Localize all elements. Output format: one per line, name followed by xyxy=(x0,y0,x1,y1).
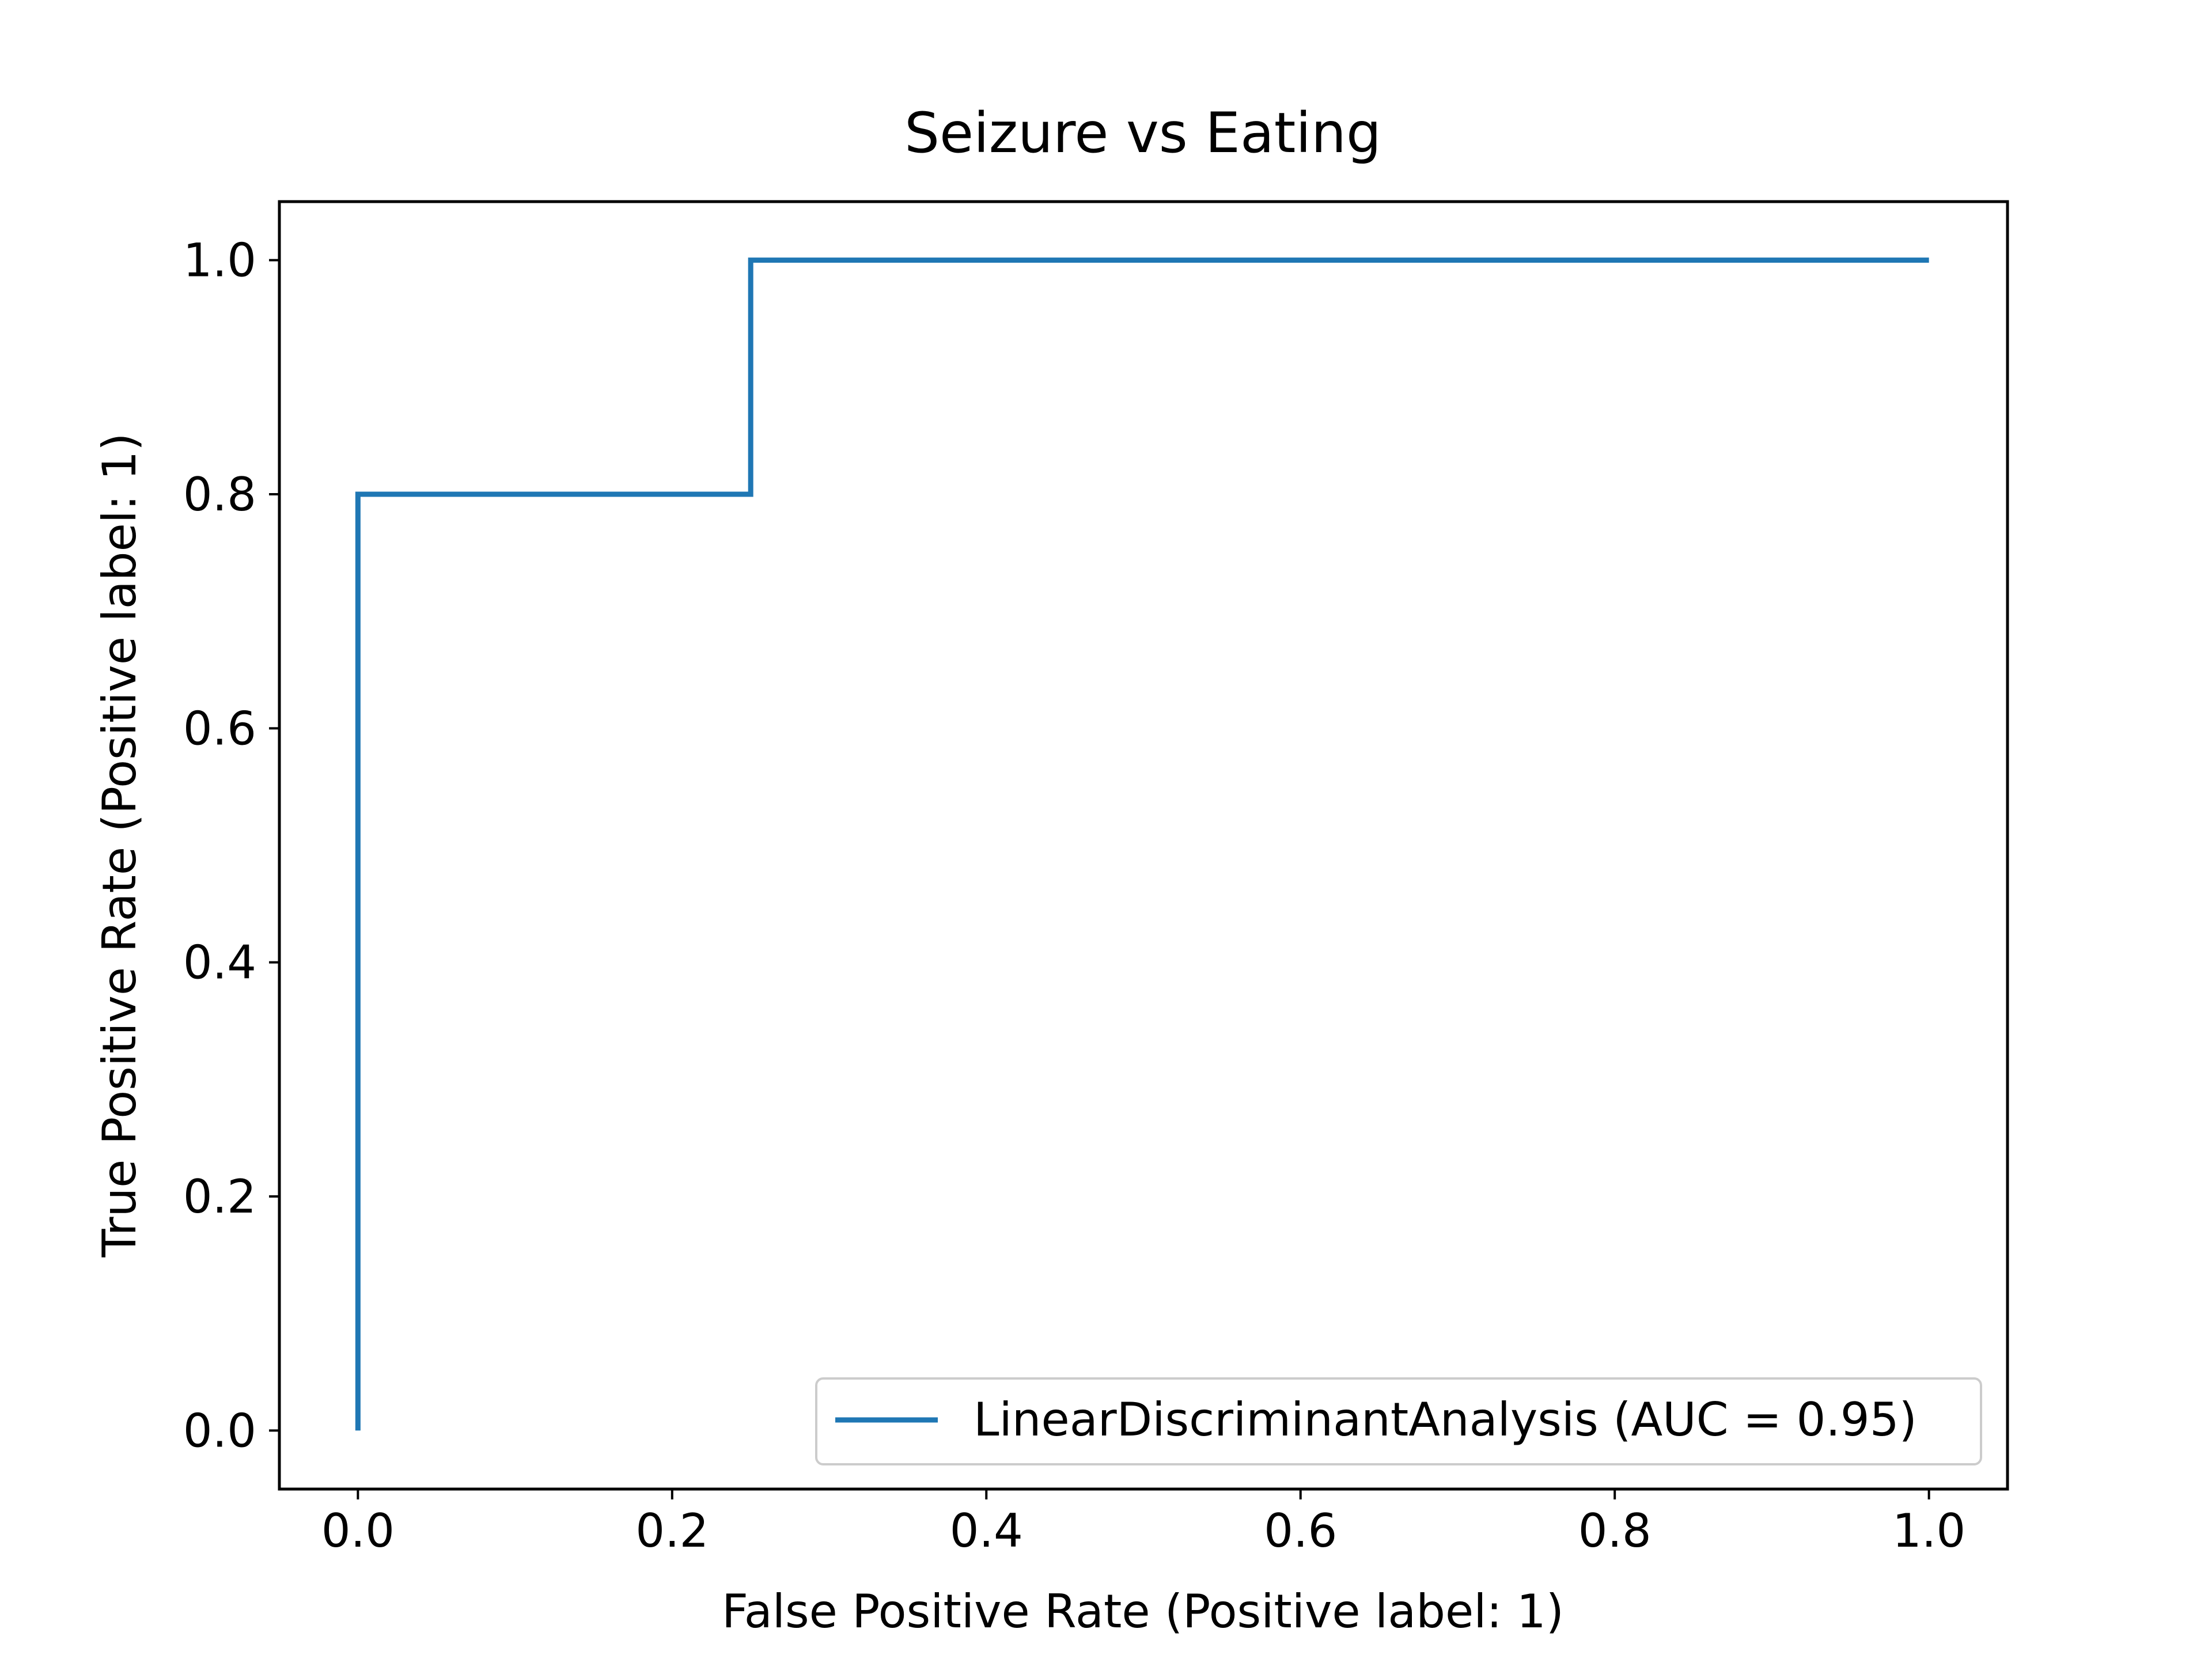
chart-title: Seizure vs Eating xyxy=(904,101,1381,165)
legend-label: LinearDiscriminantAnalysis (AUC = 0.95) xyxy=(974,1393,1917,1446)
y-tick-label: 0.0 xyxy=(183,1404,256,1457)
x-tick-label: 0.8 xyxy=(1578,1504,1652,1558)
y-axis-ticks: 0.0 0.2 0.4 0.6 0.8 1.0 xyxy=(183,234,279,1457)
legend-box xyxy=(815,1377,1982,1465)
y-tick-label: 0.6 xyxy=(183,702,256,755)
y-tick-label: 1.0 xyxy=(183,234,256,287)
series-layer xyxy=(355,257,1929,1431)
x-tick-label: 0.0 xyxy=(321,1504,395,1558)
y-tick-label: 0.4 xyxy=(183,936,256,990)
x-axis-label: False Positive Rate (Positive label: 1) xyxy=(722,1585,1564,1638)
x-tick-label: 0.2 xyxy=(635,1504,709,1558)
x-tick-label: 0.6 xyxy=(1264,1504,1337,1558)
x-tick-label: 1.0 xyxy=(1892,1504,1965,1558)
roc-curve-line xyxy=(355,257,1929,1431)
legend: LinearDiscriminantAnalysis (AUC = 0.95) xyxy=(815,1377,1982,1465)
y-axis-label: True Positive Rate (Positive label: 1) xyxy=(93,433,146,1257)
x-tick-label: 0.4 xyxy=(950,1504,1023,1558)
x-axis-ticks: 0.0 0.2 0.4 0.6 0.8 1.0 xyxy=(321,1489,1965,1558)
plot-area xyxy=(278,200,2009,1491)
y-tick-label: 0.8 xyxy=(183,468,256,521)
y-tick-label: 0.2 xyxy=(183,1170,256,1224)
